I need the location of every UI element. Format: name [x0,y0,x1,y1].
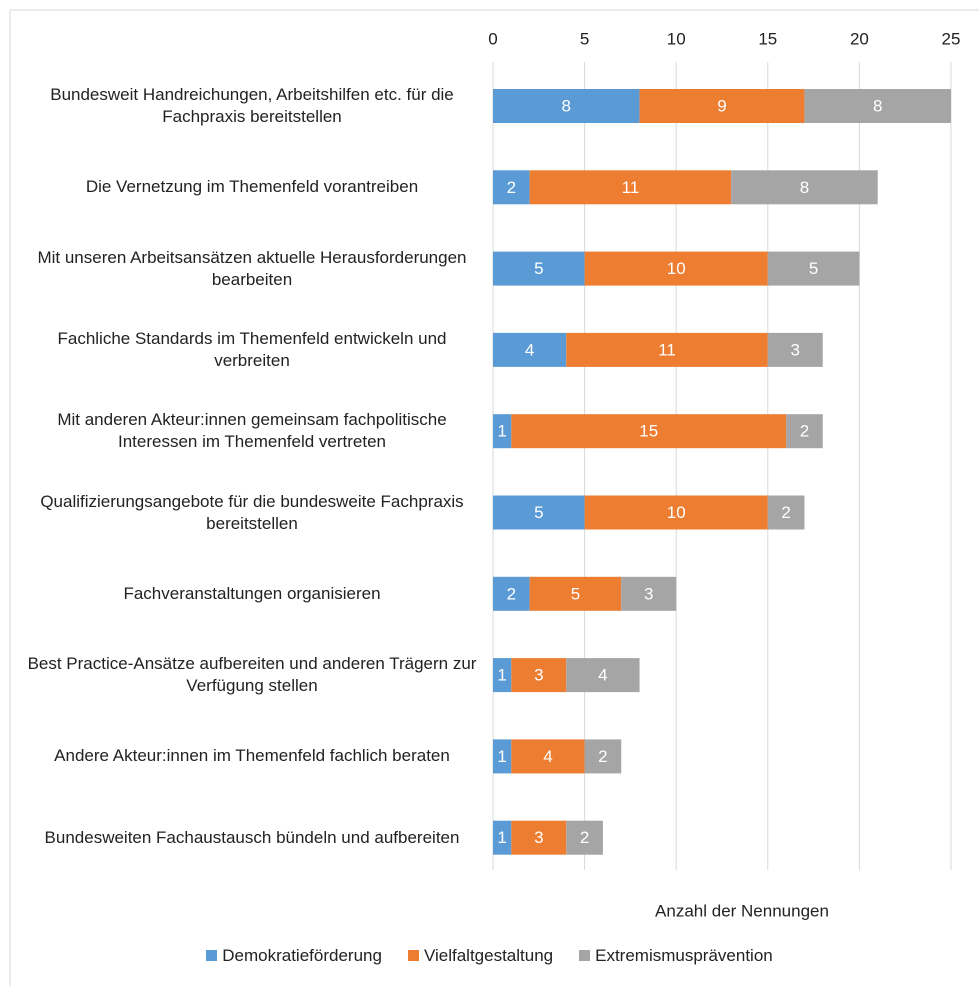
data-label: 4 [543,747,552,766]
data-label: 2 [800,422,809,441]
x-tick-label: 0 [488,29,497,48]
category-label: Mit anderen Akteur:innen gemeinsam fachp… [57,410,447,452]
bar-segment [584,251,768,286]
legend-label: Vielfaltgestaltung [423,946,554,965]
category-label: Best Practice-Ansätze aufbereiten und an… [27,654,477,696]
data-label: 3 [791,340,800,359]
legend-label: Extremismusprävention [595,946,773,965]
data-label: 1 [497,422,506,441]
bar-segment [493,89,640,123]
data-label: 2 [507,584,516,603]
category-label: Fachliche Standards im Themenfeld entwic… [57,328,447,370]
x-tick-label: 25 [942,29,961,48]
bar-segment [767,495,805,530]
bar-segment [804,89,951,123]
bar-segment [767,332,823,367]
x-tick-label: 15 [758,29,777,48]
x-axis-title: Anzahl der Nennungen [655,901,829,920]
data-label: 8 [562,96,571,115]
bar-segment [511,414,787,449]
data-label: 4 [525,340,534,359]
data-label: 3 [534,828,543,847]
data-label: 2 [781,503,790,522]
bar-segment [529,170,732,205]
bar-segment [767,251,860,286]
bar-segment [511,658,567,693]
bar-segment [511,739,585,774]
bar-segment [493,658,512,693]
bar-segment [621,576,677,611]
category-label: Andere Akteur:innen im Themenfeld fachli… [54,746,450,766]
legend-item: Extremismusprävention [579,946,773,966]
legend-swatch [206,950,218,961]
category-label: Die Vernetzung im Themenfeld vorantreibe… [85,177,419,197]
legend: Demokratieförderung Vielfaltgestaltung Ext… [0,946,979,966]
bar-segment [639,89,805,123]
data-label: 10 [667,259,686,278]
bar-segment [493,170,530,205]
legend-item: Demokratieförderung [206,946,382,966]
bar-segment [566,820,603,855]
data-label: 11 [622,178,640,197]
data-label: 4 [598,666,607,685]
bar-segment [731,170,878,205]
x-tick-label: 5 [580,29,589,48]
data-label: 8 [800,178,809,197]
legend-item: Vielfaltgestaltung [407,946,554,966]
data-label: 1 [497,828,506,847]
category-label: Qualifizierungsangebote für die bundeswe… [40,491,464,533]
data-label: 2 [598,747,607,766]
data-label: 3 [644,584,653,603]
category-label: Bundesweit Handreichungen, Arbeitshilfen… [50,85,454,126]
bar-segment [493,414,512,449]
bar-segment [493,495,585,530]
bar-segment [566,658,640,693]
data-label: 1 [497,747,506,766]
data-label: 5 [571,584,580,603]
data-label: 5 [534,259,543,278]
frame [9,9,979,986]
category-label: Fachveranstaltungen organisieren [123,583,381,603]
bar-segment [584,739,622,774]
data-label: 8 [873,96,882,115]
bar-segment [493,820,512,855]
data-label: 9 [717,96,726,115]
bar-segment [493,332,567,367]
data-label: 10 [667,503,686,522]
legend-swatch [407,950,419,961]
data-label: 2 [507,178,516,197]
bar-segment [584,495,768,530]
category-label: Bundesweiten Fachaustausch bündeln und a… [44,827,460,847]
x-tick-label: 20 [850,29,869,48]
bar-segment [566,332,768,367]
legend-label: Demokratieförderung [222,946,382,965]
data-label: 5 [534,503,543,522]
legend-swatch [579,950,591,961]
bar-segment [511,820,567,855]
x-tick-label: 10 [667,29,686,48]
data-label: 11 [658,340,676,359]
data-label: 2 [580,828,589,847]
data-label: 15 [639,422,658,441]
bar-segment [493,576,530,611]
bar-segment [493,251,585,286]
data-label: 3 [534,666,543,685]
bar-segment [529,576,622,611]
category-label: Mit unseren Arbeitsansätzen aktuelle Her… [37,247,467,289]
bar-segment [786,414,823,449]
bar-segment [493,739,512,774]
data-label: 1 [497,666,506,685]
data-label: 5 [809,259,818,278]
